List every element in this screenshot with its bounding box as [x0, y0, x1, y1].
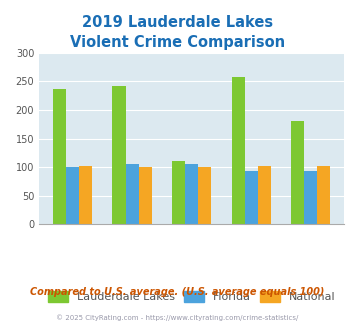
Bar	[317, 166, 331, 224]
Bar	[245, 171, 258, 224]
Bar	[258, 166, 271, 224]
Bar	[79, 166, 92, 224]
Bar	[291, 121, 304, 224]
Bar	[113, 86, 126, 224]
Text: Compared to U.S. average. (U.S. average equals 100): Compared to U.S. average. (U.S. average …	[30, 287, 325, 297]
Bar	[126, 164, 139, 224]
Bar	[66, 167, 79, 224]
Bar	[231, 77, 245, 224]
Bar	[139, 167, 152, 224]
Bar	[198, 167, 211, 224]
Bar	[304, 171, 317, 224]
Bar	[172, 161, 185, 224]
Legend: Lauderdale Lakes, Florida, National: Lauderdale Lakes, Florida, National	[44, 286, 340, 307]
Text: © 2025 CityRating.com - https://www.cityrating.com/crime-statistics/: © 2025 CityRating.com - https://www.city…	[56, 314, 299, 321]
Bar	[53, 89, 66, 224]
Text: 2019 Lauderdale Lakes: 2019 Lauderdale Lakes	[82, 15, 273, 30]
Text: Violent Crime Comparison: Violent Crime Comparison	[70, 35, 285, 50]
Bar	[185, 164, 198, 224]
